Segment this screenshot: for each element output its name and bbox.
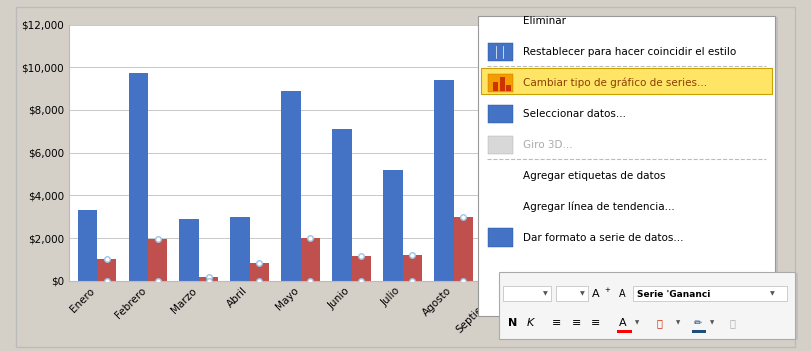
- Text: Serie 'Gananci: Serie 'Gananci: [637, 290, 710, 299]
- Text: ≡: ≡: [590, 318, 600, 328]
- Text: ▼: ▼: [710, 320, 714, 325]
- Bar: [128, 73, 148, 281]
- Bar: [179, 219, 199, 281]
- Text: 🖌: 🖌: [657, 318, 663, 328]
- Text: Agregar etiquetas de datos: Agregar etiquetas de datos: [523, 171, 666, 181]
- Text: ▼: ▼: [635, 320, 639, 325]
- Bar: [638, 236, 657, 281]
- Text: Eliminar: Eliminar: [523, 16, 566, 26]
- Text: ≡: ≡: [572, 318, 581, 328]
- Text: ✏: ✏: [693, 318, 702, 328]
- Bar: [281, 91, 301, 281]
- Text: ▼: ▼: [580, 292, 585, 297]
- Bar: [148, 239, 167, 281]
- Bar: [536, 247, 556, 281]
- Bar: [402, 255, 422, 281]
- Text: Seleccionar datos...: Seleccionar datos...: [523, 109, 626, 119]
- Text: Dar formato a serie de datos...: Dar formato a serie de datos...: [523, 233, 684, 243]
- Bar: [556, 270, 575, 281]
- Text: K: K: [527, 318, 534, 328]
- Text: Giro 3D...: Giro 3D...: [523, 140, 573, 150]
- Text: ▼: ▼: [543, 292, 548, 297]
- Text: ⬜: ⬜: [730, 318, 736, 328]
- Bar: [250, 263, 269, 281]
- Bar: [657, 264, 676, 281]
- Bar: [352, 256, 371, 281]
- Bar: [453, 217, 473, 281]
- Text: Restablecer para hacer coincidir el estilo: Restablecer para hacer coincidir el esti…: [523, 47, 736, 57]
- Bar: [504, 272, 524, 281]
- Bar: [230, 217, 250, 281]
- Text: +: +: [604, 287, 610, 293]
- Bar: [97, 259, 116, 281]
- Text: Agregar línea de tendencia...: Agregar línea de tendencia...: [523, 201, 675, 212]
- Text: Ventas: Ventas: [710, 158, 746, 168]
- Bar: [199, 277, 218, 281]
- Bar: [434, 80, 453, 281]
- Text: A: A: [619, 289, 625, 299]
- Bar: [384, 170, 402, 281]
- Text: ▼: ▼: [770, 292, 775, 297]
- Text: ≡: ≡: [551, 318, 561, 328]
- Text: ▼: ▼: [676, 320, 680, 325]
- Text: Ganancia: Ganancia: [710, 183, 760, 193]
- Text: Cambiar tipo de gráfico de series...: Cambiar tipo de gráfico de series...: [523, 78, 707, 88]
- Text: A: A: [619, 318, 626, 328]
- Bar: [587, 238, 607, 281]
- Bar: [607, 266, 626, 281]
- Text: N: N: [508, 318, 517, 328]
- Bar: [301, 238, 320, 281]
- Bar: [485, 242, 504, 281]
- Bar: [78, 210, 97, 281]
- Text: A: A: [592, 289, 599, 299]
- Bar: [333, 129, 352, 281]
